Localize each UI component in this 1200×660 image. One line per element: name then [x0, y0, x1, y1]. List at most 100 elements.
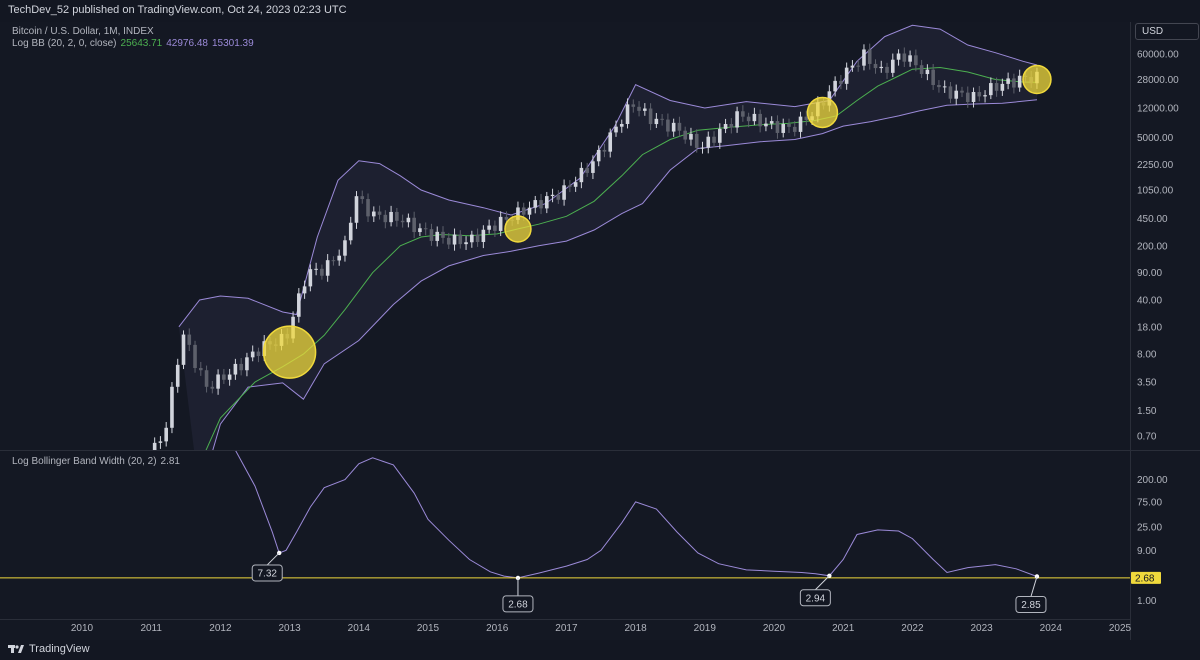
candle-body	[245, 357, 249, 371]
bbw-marker-connector	[266, 552, 280, 566]
candle	[660, 114, 664, 126]
candle-body	[960, 90, 964, 93]
candle-body	[689, 133, 693, 140]
candle-body	[573, 182, 578, 187]
candle	[925, 64, 930, 81]
candle	[464, 236, 468, 250]
candle-body	[890, 59, 895, 73]
candle	[124, 496, 128, 524]
candle	[579, 162, 584, 189]
candle-body	[141, 466, 145, 477]
bbw-marker-box	[799, 589, 831, 607]
candle	[798, 111, 803, 138]
candle-body	[395, 211, 399, 221]
candle-body	[193, 344, 197, 369]
symbol-title: Bitcoin / U.S. Dollar, 1M, INDEX	[12, 26, 154, 37]
candle	[942, 80, 947, 93]
bbw-marker-connector	[1030, 576, 1038, 597]
candle	[204, 365, 209, 393]
candle	[320, 264, 324, 280]
candle-body	[660, 118, 664, 120]
candle	[210, 380, 215, 394]
candle	[187, 328, 192, 351]
candle-body	[504, 216, 509, 220]
candle	[700, 141, 705, 154]
candle	[130, 495, 134, 507]
candle	[694, 129, 699, 153]
candle	[908, 50, 912, 67]
candle-body	[867, 49, 872, 64]
bollinger-band-fill	[178, 25, 1037, 450]
bbw-marker-label: 2.85	[1021, 600, 1041, 611]
time-tick-label: 2015	[417, 623, 440, 634]
footer-brand-label: TradingView	[29, 643, 90, 655]
candle	[1012, 73, 1016, 94]
candle-body	[671, 122, 676, 132]
candle	[625, 98, 630, 129]
candle	[596, 145, 601, 167]
candle-body	[856, 65, 860, 67]
candle	[671, 118, 676, 137]
candle-body	[314, 268, 318, 270]
candle	[136, 471, 140, 505]
candle	[435, 226, 440, 247]
candle-body	[735, 111, 739, 128]
price-tick-label: 12000.00	[1137, 103, 1179, 114]
price-tick-label: 0.70	[1137, 432, 1157, 443]
candle	[400, 214, 405, 228]
candle	[1000, 78, 1005, 96]
candle-body	[539, 200, 543, 209]
candle-body	[596, 149, 601, 162]
candle	[354, 191, 359, 229]
candle-body	[948, 86, 953, 99]
candle	[833, 76, 837, 97]
time-tick-label: 2010	[71, 623, 94, 634]
candle-body	[187, 334, 192, 345]
bbw-title: Log Bollinger Band Width (20, 2)	[12, 456, 157, 467]
candle	[937, 80, 941, 93]
candle	[914, 49, 918, 72]
candle-body	[666, 119, 670, 132]
candle	[158, 436, 163, 449]
candle	[475, 228, 480, 247]
candle-body	[239, 363, 243, 371]
candle	[769, 116, 774, 130]
candle	[648, 103, 653, 131]
price-axis-labels: 60000.00 28000.00 12000.00 5000.00 2250.00 10…	[1137, 49, 1179, 442]
candle-body	[412, 217, 416, 233]
bbw-tick-label: 25.00	[1137, 522, 1162, 533]
currency-button[interactable]: USD	[1135, 23, 1199, 40]
candle	[787, 118, 791, 133]
candle-body	[775, 121, 780, 133]
candle-body	[585, 167, 589, 173]
bb-upper-value: 42976.48	[166, 38, 208, 49]
candle-body	[118, 519, 122, 520]
bbw-marker-connector	[815, 575, 830, 591]
candle-body	[343, 240, 347, 256]
candle	[614, 120, 618, 137]
candle-body	[723, 123, 728, 129]
candle	[297, 288, 301, 323]
candle-body	[152, 442, 157, 450]
candle	[608, 128, 613, 158]
candle	[250, 345, 255, 362]
candle	[677, 116, 682, 137]
price-tick-label: 18.00	[1137, 322, 1162, 333]
candle-body	[648, 108, 653, 125]
candle	[170, 382, 174, 434]
candle	[152, 437, 157, 450]
candle	[977, 86, 982, 102]
candle	[885, 62, 889, 79]
time-tick-label: 2023	[970, 623, 993, 634]
candle	[337, 249, 341, 266]
candle-body	[954, 90, 959, 99]
price-axis[interactable]	[1130, 22, 1200, 640]
candle-body	[562, 185, 566, 200]
candle-body	[348, 222, 353, 241]
candle	[395, 207, 399, 227]
bbw-legend: Log Bollinger Band Width (20, 2) 2.81	[12, 456, 180, 467]
time-tick-label: 2012	[209, 623, 232, 634]
candle-body	[781, 123, 786, 133]
candle	[637, 101, 641, 117]
time-tick-label: 2020	[763, 623, 786, 634]
